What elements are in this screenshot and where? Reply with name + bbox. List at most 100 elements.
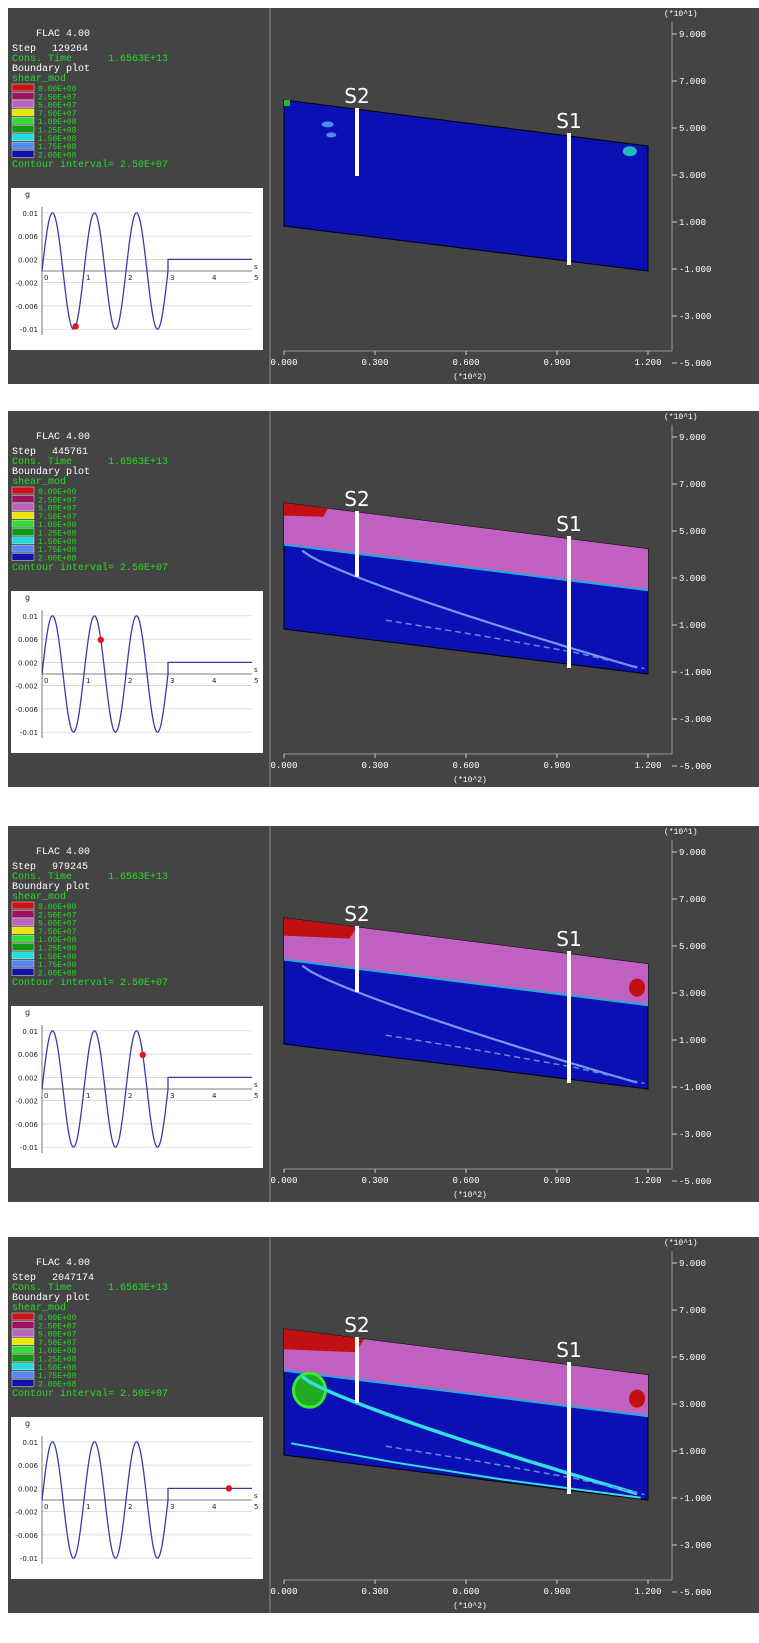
- y-tick-label: 5.000: [679, 942, 706, 952]
- input-motion-chart: 0.01 0.006 0.002 -0.002 -0.006 -0.01 0 1 2 3 4 5 g s: [11, 1417, 263, 1579]
- chart-ytick: -0.006: [15, 1121, 38, 1129]
- legend-swatch: [11, 1370, 35, 1379]
- chart-ytick: 0.006: [18, 1462, 39, 1470]
- chart-xtick: 3: [170, 274, 174, 282]
- chart-ytick: -0.006: [15, 706, 38, 714]
- legend-label: 2.00E+08: [38, 151, 77, 160]
- patch: [622, 146, 637, 157]
- legend: 0.00E+002.50E+075.00E+077.50E+071.00E+08…: [11, 83, 77, 160]
- y-tick-label: 1.000: [679, 621, 706, 631]
- legend-swatch: [11, 1312, 35, 1321]
- section-s1-label: S1: [556, 109, 581, 133]
- legend-label: 2.50E+07: [38, 496, 77, 505]
- flac-title: FLAC 4.00: [36, 847, 90, 858]
- cons-time-label: Cons. Time: [12, 53, 72, 65]
- legend: 0.00E+002.50E+075.00E+077.50E+071.00E+08…: [11, 486, 77, 563]
- section-s1-label: S1: [556, 512, 581, 536]
- legend-swatch: [11, 1329, 35, 1337]
- failure-zone-right: [629, 1389, 646, 1408]
- chart-ytick: -0.002: [15, 683, 38, 691]
- y-tick-label: -3.000: [679, 1130, 711, 1140]
- x-multiplier: (*10^2): [453, 776, 487, 785]
- model-mesh: S2 S1: [283, 902, 649, 1090]
- x-tick-label: 0.900: [543, 1176, 570, 1186]
- chart-ytick: -0.002: [15, 280, 38, 288]
- legend-swatch: [11, 926, 35, 935]
- y-tick-label: 1.000: [679, 218, 706, 228]
- legend-label: 7.50E+07: [38, 513, 77, 522]
- legend-swatch: [11, 92, 35, 100]
- failure-zone-left: [284, 1329, 365, 1353]
- y-tick-label: 9.000: [679, 30, 706, 40]
- current-time-marker: [139, 1051, 146, 1059]
- chart-xtick: 1: [86, 677, 90, 685]
- y-tick-label: -1.000: [679, 1083, 711, 1093]
- boundary-plot-label: Boundary plot: [12, 881, 90, 893]
- cons-time-label: Cons. Time: [12, 1282, 72, 1294]
- chart-background: [11, 188, 263, 350]
- cons-time-value: 1.6563E+13: [108, 1283, 168, 1294]
- x-axis: 0.000 0.300 0.600 0.900 1.200 (*10^2): [270, 1168, 672, 1200]
- chart-xtick: 2: [128, 677, 132, 685]
- legend-swatch: [11, 141, 35, 150]
- x-multiplier: (*10^2): [453, 1602, 487, 1611]
- chart-unit-g: g: [25, 1008, 30, 1017]
- shear-mod-label: shear_mod: [12, 1302, 66, 1314]
- model-mesh: S2 S1: [283, 84, 649, 272]
- y-tick-label: -5.000: [679, 359, 711, 369]
- y-tick-label: 9.000: [679, 1259, 706, 1269]
- legend-label: 2.00E+08: [38, 1380, 77, 1389]
- chart-background: [11, 1006, 263, 1168]
- chart-unit-g: g: [25, 1419, 30, 1428]
- y-multiplier: (*10^1): [664, 413, 698, 422]
- soft-layer-band: [284, 1329, 648, 1417]
- layer-interface: [283, 543, 649, 592]
- input-motion-chart: 0.01 0.006 0.002 -0.002 -0.006 -0.01 0 1 2 3 4 5 g s: [11, 188, 263, 350]
- chart-unit-s: s: [254, 666, 258, 674]
- chart-ytick: 0.002: [18, 659, 38, 667]
- legend-label: 2.50E+07: [38, 93, 77, 102]
- legend-label: 1.00E+08: [38, 936, 77, 945]
- step-value: 979245: [52, 862, 88, 873]
- y-tick-label: 1.000: [679, 1447, 706, 1457]
- x-axis: 0.000 0.300 0.600 0.900 1.200 (*10^2): [270, 753, 672, 785]
- boundary-plot-label: Boundary plot: [12, 63, 90, 75]
- legend: 0.00E+002.50E+075.00E+077.50E+071.00E+08…: [11, 901, 77, 978]
- chart-ytick: 0.002: [18, 1074, 38, 1082]
- base-shear-band: [291, 1442, 641, 1499]
- step-label: Step: [12, 447, 36, 458]
- contour-interval-label: Contour interval= 2.50E+07: [12, 159, 168, 171]
- y-tick-label: -5.000: [679, 762, 711, 772]
- legend-label: 1.25E+08: [38, 530, 77, 539]
- legend-swatch: [11, 959, 35, 968]
- legend-swatch: [11, 108, 35, 117]
- chart-ytick: 0.01: [22, 1439, 38, 1447]
- x-tick-label: 0.600: [452, 761, 479, 771]
- chart-xtick: 2: [128, 274, 132, 282]
- chart-xtick: 5: [254, 1503, 258, 1511]
- current-time-marker: [97, 636, 105, 644]
- section-s2-label: S2: [344, 487, 369, 511]
- chart-xtick: 5: [254, 274, 258, 282]
- legend-swatch: [11, 544, 35, 553]
- chart-ytick: -0.002: [15, 1098, 38, 1106]
- legend-label: 1.75E+08: [38, 1372, 77, 1381]
- flac-panel-1: FLAC 4.00 Step 129264 Cons. Time 1.6563E+13 B…: [8, 8, 759, 384]
- step-label: Step: [12, 44, 36, 55]
- legend-label: 1.50E+08: [38, 1364, 77, 1373]
- failure-zone-right: [629, 978, 646, 997]
- acceleration-curve: [41, 1441, 252, 1559]
- chart-ytick: -0.006: [15, 1532, 38, 1540]
- legend-swatch: [11, 503, 35, 511]
- legend-label: 5.00E+07: [38, 102, 77, 111]
- x-tick-label: 1.200: [634, 358, 661, 368]
- y-tick-label: -5.000: [679, 1177, 711, 1187]
- acceleration-curve: [41, 212, 252, 330]
- chart-xtick: 1: [86, 1503, 90, 1511]
- x-tick-label: 0.600: [452, 1587, 479, 1597]
- chart-xtick: 3: [170, 1503, 174, 1511]
- rock-mass-region: [283, 99, 649, 272]
- chart-xtick: 1: [86, 1092, 90, 1100]
- legend-swatch: [11, 1321, 35, 1329]
